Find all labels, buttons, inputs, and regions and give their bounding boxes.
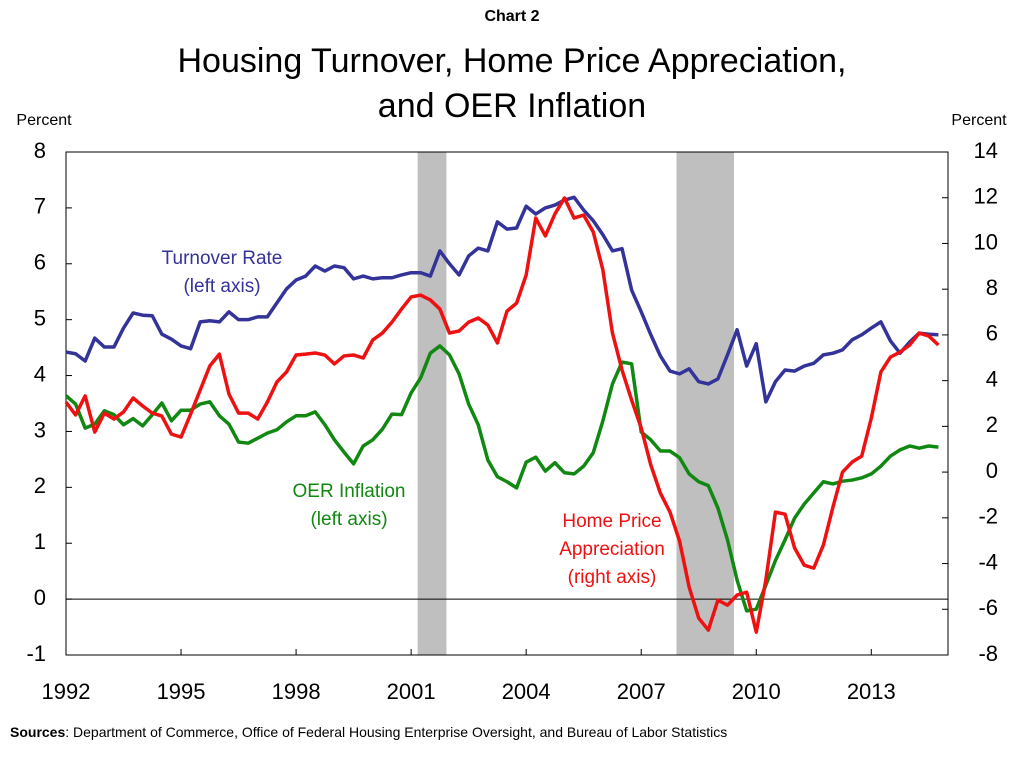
annotation: Appreciation xyxy=(559,539,665,560)
x-tick-label: 1998 xyxy=(272,679,321,704)
y2-tick-label: 0 xyxy=(986,458,998,483)
y2-tick-label: 12 xyxy=(974,184,998,209)
source-label: Sources xyxy=(10,724,65,740)
y2-axis-label: Percent xyxy=(951,112,1007,129)
chart-label: Chart 2 xyxy=(484,8,539,25)
chart-title: and OER Inflation xyxy=(378,87,646,125)
series-line xyxy=(65,195,939,404)
x-tick-label: 2001 xyxy=(387,679,436,704)
y2-tick-label: 10 xyxy=(974,229,998,254)
recession-band xyxy=(417,152,447,655)
y-tick-label: -1 xyxy=(26,641,46,666)
y-axis-label: Percent xyxy=(16,112,72,129)
x-tick-label: 2013 xyxy=(847,679,896,704)
x-tick-label: 2004 xyxy=(502,679,551,704)
y2-tick-label: -4 xyxy=(978,549,998,574)
y-tick-label: 6 xyxy=(34,250,46,275)
source-text: : Department of Commerce, Office of Fede… xyxy=(65,724,727,740)
y2-tick-label: 8 xyxy=(986,275,998,300)
y-tick-label: 7 xyxy=(34,194,46,219)
y2-tick-label: 4 xyxy=(986,366,998,391)
y2-tick-label: -8 xyxy=(978,641,998,666)
annotation: (right axis) xyxy=(568,567,657,588)
y-tick-label: 0 xyxy=(34,585,46,610)
x-tick-label: 2010 xyxy=(732,679,781,704)
y2-tick-label: -6 xyxy=(978,595,998,620)
chart-title: Housing Turnover, Home Price Appreciatio… xyxy=(177,42,846,80)
recession-band xyxy=(676,152,735,655)
annotation: (left axis) xyxy=(183,276,260,297)
x-tick-label: 1995 xyxy=(157,679,206,704)
x-tick-label: 2007 xyxy=(617,679,666,704)
series-line xyxy=(64,344,939,613)
y-tick-label: 4 xyxy=(34,361,46,386)
annotation: (left axis) xyxy=(310,509,387,530)
series-line xyxy=(64,196,940,634)
x-tick-label: 1992 xyxy=(42,679,91,704)
source: Sources: Department of Commerce, Office … xyxy=(10,724,727,740)
y2-tick-label: -2 xyxy=(978,504,998,529)
y-tick-label: 5 xyxy=(34,305,46,330)
y-tick-label: 1 xyxy=(34,529,46,554)
annotation: Turnover Rate xyxy=(162,248,283,269)
annotation: OER Inflation xyxy=(293,481,406,502)
y-tick-label: 2 xyxy=(34,473,46,498)
y2-tick-label: 6 xyxy=(986,321,998,346)
y-tick-label: 8 xyxy=(34,138,46,163)
y2-tick-label: 14 xyxy=(974,138,998,163)
y-tick-label: 3 xyxy=(34,417,46,442)
annotation: Home Price xyxy=(562,511,661,532)
y2-tick-label: 2 xyxy=(986,412,998,437)
